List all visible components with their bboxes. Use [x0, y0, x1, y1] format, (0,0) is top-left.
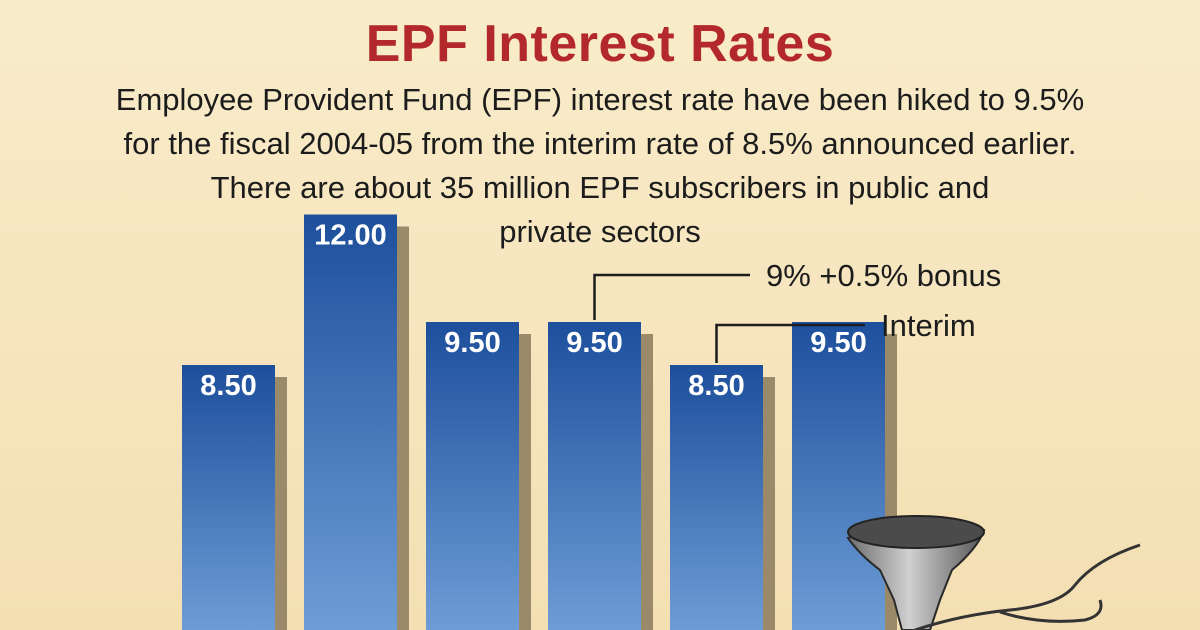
bar — [182, 365, 275, 630]
funnel-icon — [846, 515, 1141, 630]
annotation-leader-line — [593, 273, 750, 320]
description-line-4: private sectors — [499, 214, 701, 249]
annotation-label: Interim — [881, 308, 976, 343]
description-line-1: Employee Provident Fund (EPF) interest r… — [115, 82, 1085, 117]
bar — [304, 214, 397, 630]
bar — [426, 322, 519, 630]
bars-layer: 8.50 12.00 9.50 9.50 8.50 9.50 — [182, 214, 897, 630]
bar-value-label: 9.50 — [444, 327, 500, 359]
bar-value-label: 8.50 — [200, 370, 256, 402]
bar — [792, 322, 885, 630]
bar — [670, 365, 763, 630]
bar-value-label: 9.50 — [566, 327, 622, 359]
annotation-leader-line — [715, 323, 865, 363]
annotation-label: 9% +0.5% bonus — [766, 258, 1001, 293]
bar-value-label: 9.50 — [810, 327, 866, 359]
annotations-layer: 9% +0.5% bonus Interim — [593, 258, 1001, 363]
bar — [548, 322, 641, 630]
bar-value-label: 12.00 — [314, 220, 387, 252]
description-line-2: for the fiscal 2004-05 from the interim … — [123, 126, 1077, 161]
bar-value-label: 8.50 — [688, 370, 744, 402]
chart-description: Employee Provident Fund (EPF) interest r… — [0, 78, 1200, 254]
description-line-3: There are about 35 million EPF subscribe… — [210, 170, 990, 205]
chart-title: EPF Interest Rates — [365, 15, 835, 73]
